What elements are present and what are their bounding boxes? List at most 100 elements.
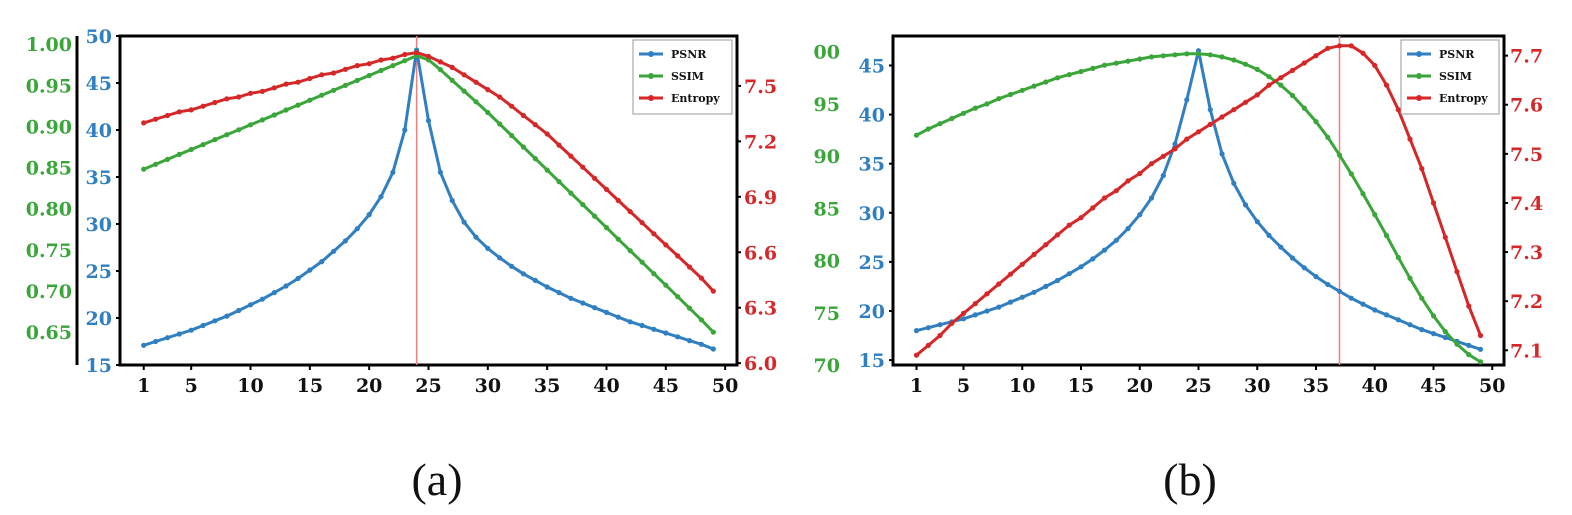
data-point-psnr bbox=[331, 248, 337, 254]
data-point-ssim bbox=[532, 156, 538, 162]
data-point-entropy bbox=[259, 88, 265, 94]
caption-b: (b) bbox=[1163, 454, 1217, 505]
data-point-ssim bbox=[1407, 275, 1413, 281]
data-point-ssim bbox=[1325, 134, 1331, 140]
data-point-ssim bbox=[176, 151, 182, 157]
data-point-ssim bbox=[378, 67, 384, 74]
data-point-psnr bbox=[1395, 317, 1401, 323]
data-point-entropy bbox=[366, 61, 372, 67]
data-point-psnr bbox=[972, 312, 978, 318]
data-point-entropy bbox=[1007, 271, 1014, 277]
x-tick-label: 50 bbox=[712, 375, 738, 397]
series-line-entropy bbox=[143, 51, 715, 293]
ssim-tick-label: 00 bbox=[814, 42, 840, 64]
data-point-psnr bbox=[663, 330, 669, 336]
data-point-psnr bbox=[556, 290, 562, 296]
data-point-entropy bbox=[710, 288, 716, 294]
data-point-psnr bbox=[913, 328, 920, 334]
data-point-entropy bbox=[1066, 222, 1072, 228]
data-point-ssim bbox=[449, 77, 455, 83]
x-tick-label: 25 bbox=[415, 375, 441, 397]
data-point-psnr bbox=[710, 346, 716, 352]
x-tick-label: 20 bbox=[356, 375, 382, 397]
chart-panel-a: 1 5 10 15 20 25 30 35 40 45 5015202530354045500.65… bbox=[26, 26, 777, 397]
data-point-psnr bbox=[1383, 312, 1390, 318]
ssim-tick-label: 70 bbox=[814, 355, 840, 377]
data-point-ssim bbox=[1254, 66, 1260, 72]
data-point-ssim bbox=[271, 112, 277, 118]
data-point-psnr bbox=[224, 313, 230, 319]
data-point-ssim bbox=[1477, 359, 1484, 365]
data-point-ssim bbox=[319, 92, 325, 98]
data-point-entropy bbox=[141, 120, 147, 126]
data-point-psnr bbox=[473, 234, 479, 240]
entropy-tick-label: 6.0 bbox=[744, 353, 777, 375]
psnr-tick-label: 35 bbox=[86, 167, 112, 189]
legend-swatch-marker bbox=[648, 95, 654, 101]
x-tick-label: 40 bbox=[593, 375, 619, 397]
ssim-tick-label: 0.90 bbox=[26, 116, 72, 138]
data-point-psnr bbox=[1007, 299, 1014, 305]
data-point-ssim bbox=[913, 132, 920, 138]
data-point-psnr bbox=[319, 259, 325, 265]
data-point-entropy bbox=[1231, 107, 1237, 113]
series-line-psnr bbox=[916, 49, 1481, 351]
data-point-psnr bbox=[1289, 255, 1296, 261]
data-point-psnr bbox=[960, 316, 967, 322]
data-point-ssim bbox=[1430, 313, 1437, 319]
data-point-entropy bbox=[437, 59, 443, 65]
data-point-ssim bbox=[236, 127, 242, 133]
data-point-entropy bbox=[319, 72, 325, 78]
x-tick-label: 30 bbox=[475, 375, 501, 397]
data-point-ssim bbox=[1442, 329, 1448, 335]
data-point-psnr bbox=[1372, 307, 1378, 313]
data-point-entropy bbox=[1207, 121, 1213, 127]
data-point-psnr bbox=[651, 326, 657, 332]
data-point-ssim bbox=[1242, 61, 1249, 67]
data-point-ssim bbox=[425, 57, 432, 63]
legend-label-entropy: Entropy bbox=[671, 92, 720, 105]
psnr-tick-label: 15 bbox=[859, 350, 885, 372]
entropy-tick-label: 6.6 bbox=[744, 242, 777, 264]
data-point-psnr bbox=[247, 302, 254, 308]
data-point-ssim bbox=[592, 213, 598, 219]
data-point-entropy bbox=[1043, 242, 1049, 248]
ssim-tick-label: 85 bbox=[814, 198, 840, 220]
data-point-entropy bbox=[1266, 82, 1272, 88]
entropy-tick-label: 7.1 bbox=[1510, 340, 1543, 362]
ssim-tick-label: 0.85 bbox=[26, 158, 72, 180]
data-point-entropy bbox=[651, 231, 657, 237]
data-point-ssim bbox=[402, 58, 408, 64]
data-point-ssim bbox=[651, 271, 657, 277]
data-point-ssim bbox=[1372, 212, 1378, 218]
data-point-ssim bbox=[949, 115, 955, 122]
data-point-entropy bbox=[485, 87, 491, 93]
data-point-entropy bbox=[949, 320, 955, 326]
x-tick-label: 35 bbox=[1303, 375, 1329, 397]
data-point-psnr bbox=[1207, 107, 1213, 113]
data-point-entropy bbox=[556, 142, 562, 148]
entropy-tick-label: 7.5 bbox=[1510, 144, 1543, 166]
data-point-psnr bbox=[366, 212, 372, 218]
data-point-psnr bbox=[1031, 289, 1037, 295]
entropy-tick-label: 7.6 bbox=[1510, 95, 1543, 117]
data-point-psnr bbox=[485, 245, 491, 251]
data-point-ssim bbox=[1360, 191, 1366, 197]
data-point-ssim bbox=[984, 101, 990, 107]
data-point-entropy bbox=[1184, 136, 1190, 142]
data-point-psnr bbox=[271, 290, 277, 296]
data-point-ssim bbox=[1454, 341, 1460, 347]
data-point-psnr bbox=[200, 322, 206, 329]
data-point-ssim bbox=[1043, 79, 1049, 85]
x-tick-label: 20 bbox=[1127, 375, 1153, 397]
data-point-psnr bbox=[603, 309, 610, 315]
series-line-psnr bbox=[143, 48, 714, 351]
data-point-entropy bbox=[1466, 303, 1472, 309]
ssim-tick-label: 0.75 bbox=[26, 240, 72, 262]
data-point-ssim bbox=[1195, 51, 1202, 57]
data-point-entropy bbox=[1031, 251, 1037, 258]
data-point-entropy bbox=[425, 53, 432, 59]
data-point-ssim bbox=[342, 82, 348, 88]
data-point-ssim bbox=[1301, 105, 1307, 111]
